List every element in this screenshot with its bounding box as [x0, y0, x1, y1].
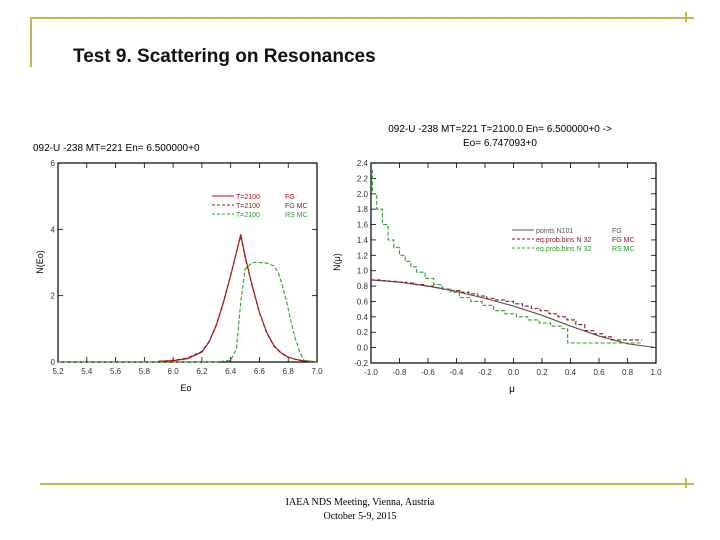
- x-tick-label: 7.0: [311, 367, 323, 376]
- legend-label: FG MC: [285, 203, 308, 210]
- bottom-rule-tick: [685, 478, 687, 488]
- footer-meeting: IAEA NDS Meeting, Vienna, Austria: [285, 497, 435, 508]
- y-tick-label: 2: [51, 292, 56, 301]
- y-tick-label: 0: [51, 358, 56, 367]
- x-tick-label: 6.4: [225, 367, 237, 376]
- x-tick-label: 6.2: [196, 367, 208, 376]
- series-line-fg-mc: [158, 235, 318, 363]
- x-tick-label: 5.4: [81, 367, 93, 376]
- chart-title: 092-U -238 MT=221 En= 6.500000+0: [33, 143, 200, 154]
- series-line-rs-mc: [58, 261, 318, 363]
- legend-prefix: T=2100: [236, 194, 260, 201]
- x-tick-label: 6.6: [254, 367, 266, 376]
- footer-date: October 5-9, 2015: [323, 511, 397, 522]
- left-rule: [30, 17, 32, 67]
- x-tick-label: 6.8: [283, 367, 295, 376]
- y-tick-label: 6: [51, 159, 56, 168]
- slide-title: Test 9. Scattering on Resonances: [73, 46, 376, 67]
- legend-label: FG: [285, 194, 295, 201]
- top-rule-tick: [685, 12, 687, 22]
- x-tick-label: 5.8: [139, 367, 151, 376]
- top-rule: [30, 17, 694, 19]
- bottom-rule: [40, 483, 694, 485]
- legend-prefix: T=2100: [236, 203, 260, 210]
- x-tick-label: 5.6: [110, 367, 122, 376]
- y-axis-label: N(Eo): [35, 250, 45, 274]
- x-axis-label: Eo: [180, 383, 191, 393]
- plot-frame: [57, 162, 318, 363]
- series-line-fg: [158, 234, 318, 363]
- x-tick-label: 5.2: [52, 367, 64, 376]
- legend-label: RS MC: [285, 212, 308, 219]
- legend-prefix: T=2100: [236, 212, 260, 219]
- x-tick-label: 6.0: [168, 367, 180, 376]
- y-tick-label: 4: [51, 225, 56, 234]
